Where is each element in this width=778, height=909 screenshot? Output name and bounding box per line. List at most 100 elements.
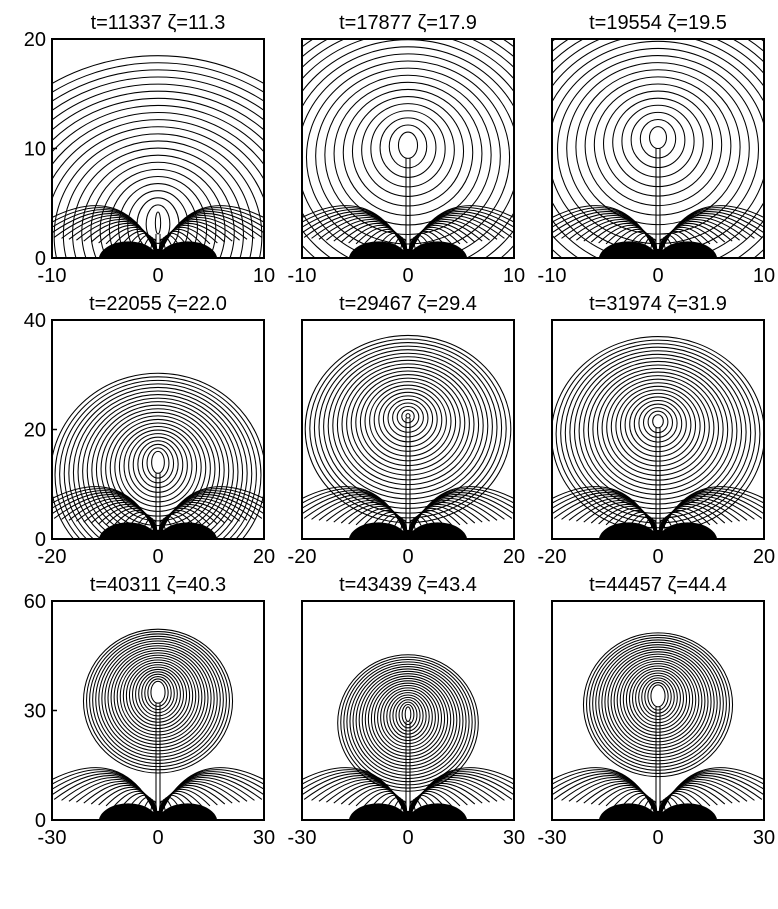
contour-ring — [355, 668, 461, 773]
fan-contour-left — [552, 486, 658, 538]
contour-ring — [52, 62, 264, 93]
contour-ring — [638, 403, 678, 443]
contour-ring — [396, 405, 420, 429]
contour-ring — [62, 140, 254, 258]
panel-8: t=43439 ζ=43.4 -30 0 30 — [288, 574, 526, 849]
fan-contour-right — [158, 205, 264, 257]
contour-ring — [52, 126, 264, 201]
contour-ring — [601, 646, 715, 759]
fan-contour-right — [658, 486, 764, 538]
contour-ring — [598, 644, 718, 762]
y-tick-label: 10 — [24, 139, 46, 161]
x-tick-label: 10 — [753, 265, 775, 287]
contour-ring — [630, 111, 686, 169]
contour-ring — [379, 117, 437, 178]
contour-ring — [595, 641, 721, 765]
contour-ring — [613, 656, 703, 746]
contour-ring — [119, 657, 197, 736]
panel-2: t=17877 ζ=17.9 -10 0 10 — [288, 12, 526, 287]
panel-9: t=44457 ζ=44.4 -30 0 30 — [538, 574, 776, 849]
contour-ring — [647, 410, 669, 434]
x-tick-label: 20 — [753, 546, 775, 568]
contour-ring — [395, 699, 421, 732]
contour-ring — [302, 53, 514, 258]
contour-ring — [370, 110, 446, 188]
panel-title: t=43439 ζ=43.4 — [339, 574, 477, 596]
contour-ring — [566, 62, 750, 235]
contour-ring — [388, 124, 428, 169]
contour-ring — [635, 672, 681, 724]
contour-ring — [346, 366, 470, 481]
source-blob-left — [98, 522, 158, 539]
contour-ring — [361, 103, 455, 197]
fan-contour-left — [302, 205, 408, 257]
contour-ring — [52, 55, 264, 85]
contour-ring — [114, 422, 202, 512]
contour-ring — [361, 673, 455, 767]
contour-ring — [583, 360, 733, 500]
fan-contour-right — [408, 486, 514, 538]
contour-ring — [569, 350, 747, 515]
contour-ring — [601, 375, 715, 481]
x-tick-label: 30 — [503, 827, 525, 849]
contour-ring — [346, 661, 470, 783]
contour-ring — [604, 648, 712, 755]
contour-ring — [629, 396, 687, 453]
contour-ring — [621, 104, 695, 178]
contour-ring — [52, 372, 264, 539]
contour-ring — [560, 343, 756, 524]
vortex-core-contour — [405, 413, 411, 419]
panel-title: t=31974 ζ=31.9 — [589, 293, 727, 315]
contour-field — [552, 39, 764, 258]
contour-ring — [578, 357, 738, 505]
vortex-core-contour — [150, 680, 166, 704]
contour-ring — [95, 408, 221, 531]
panel-title: t=19554 ζ=19.5 — [589, 12, 727, 34]
contour-ring — [101, 642, 215, 755]
source-blob-right — [158, 241, 218, 258]
contour-ring — [144, 676, 172, 711]
source-blob-right — [658, 241, 718, 258]
contour-ring — [573, 353, 743, 510]
contour-ring — [127, 190, 189, 258]
contour-ring — [54, 376, 262, 539]
source-blob-right — [408, 241, 468, 258]
contour-ring — [552, 40, 764, 258]
contour-ring — [68, 386, 248, 539]
source-blob-right — [408, 803, 468, 820]
contour-ring — [401, 409, 415, 424]
contour-field — [52, 372, 264, 539]
contour-ring — [95, 638, 221, 761]
contour-ring — [315, 67, 501, 245]
vortex-core-contour — [650, 684, 666, 708]
contour-ring — [364, 675, 452, 764]
contour-ring — [323, 349, 493, 505]
panel-title: t=40311 ζ=40.3 — [90, 574, 226, 596]
contour-ring — [147, 678, 169, 707]
contour-ring — [59, 379, 257, 539]
x-tick-label: 0 — [152, 546, 163, 568]
contour-ring — [587, 364, 729, 495]
x-tick-label: 10 — [503, 265, 525, 287]
contour-ring — [135, 668, 181, 720]
contour-ring — [392, 402, 424, 433]
contour-ring — [638, 674, 678, 721]
contour-ring — [633, 399, 683, 448]
fan-contour-left — [302, 767, 408, 819]
contour-ring — [146, 447, 170, 479]
contour-ring — [377, 685, 439, 751]
fan-contour-left — [52, 767, 158, 819]
contour-ring — [313, 342, 503, 514]
x-tick-label: -20 — [538, 546, 567, 568]
contour-ring — [373, 388, 443, 452]
source-blob-left — [598, 241, 658, 258]
source-blob-right — [158, 522, 218, 539]
x-tick-label: 30 — [253, 827, 275, 849]
contour-ring — [52, 69, 264, 102]
contour-ring — [86, 631, 230, 771]
x-tick-label: 0 — [652, 827, 663, 849]
contour-ring — [128, 664, 188, 726]
contour-ring — [358, 670, 458, 770]
